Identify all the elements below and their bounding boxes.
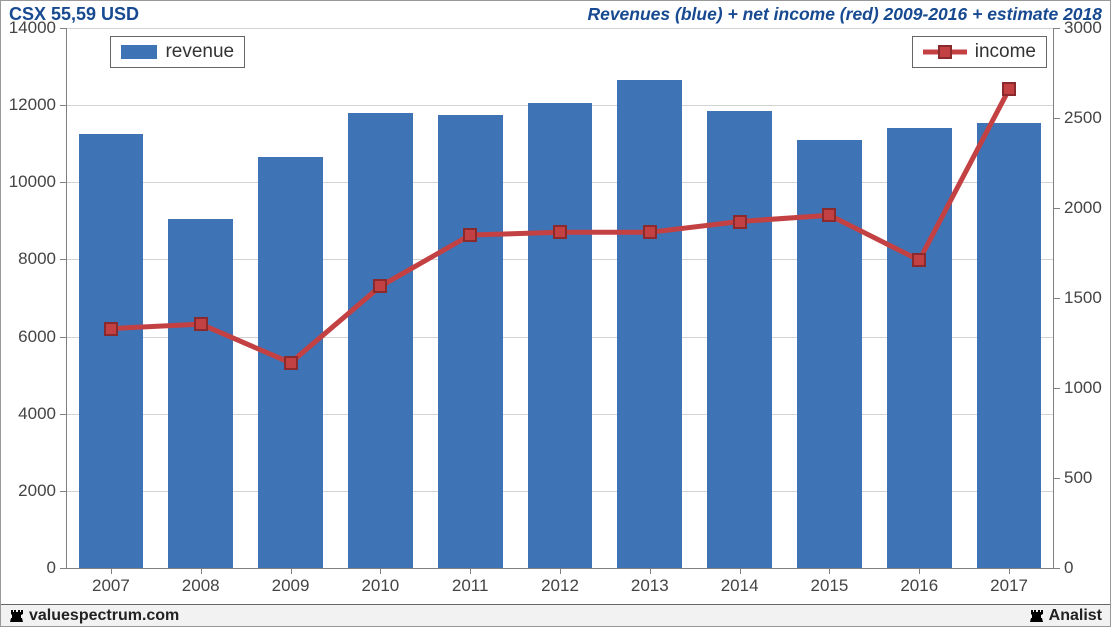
- header: CSX 55,59 USD Revenues (blue) + net inco…: [1, 1, 1110, 25]
- footer-right-text: Analist: [1049, 607, 1102, 625]
- footer-brand-right: Analist: [1029, 607, 1102, 625]
- rook-icon: [9, 608, 25, 624]
- y-right-label: 1500: [1064, 288, 1102, 308]
- y-right-label: 2000: [1064, 198, 1102, 218]
- plot-inner: 0200040006000800010000120001400005001000…: [66, 28, 1054, 568]
- bar: [797, 140, 862, 568]
- legend-label: income: [975, 41, 1036, 63]
- y-right-label: 3000: [1064, 18, 1102, 38]
- y-left-label: 10000: [1, 172, 56, 192]
- income-marker: [912, 253, 926, 267]
- x-label: 2009: [272, 576, 310, 596]
- tick-bottom: [560, 568, 561, 574]
- y-left-label: 8000: [1, 249, 56, 269]
- x-label: 2010: [361, 576, 399, 596]
- y-right-label: 2500: [1064, 108, 1102, 128]
- x-label: 2011: [452, 576, 489, 596]
- tick-right: [1054, 208, 1060, 209]
- x-label: 2013: [631, 576, 669, 596]
- tick-bottom: [919, 568, 920, 574]
- x-label: 2015: [811, 576, 849, 596]
- income-marker: [463, 228, 477, 242]
- axis-line-left: [66, 28, 67, 568]
- x-label: 2007: [92, 576, 130, 596]
- y-left-label: 12000: [1, 95, 56, 115]
- tick-right: [1054, 118, 1060, 119]
- tick-right: [1054, 388, 1060, 389]
- bar: [977, 123, 1042, 569]
- tick-bottom: [111, 568, 112, 574]
- header-right-subtitle: Revenues (blue) + net income (red) 2009-…: [587, 4, 1102, 25]
- bar: [168, 219, 233, 568]
- tick-bottom: [291, 568, 292, 574]
- axis-line-right: [1053, 28, 1054, 568]
- bar: [79, 134, 144, 568]
- grid-line: [66, 28, 1054, 29]
- income-marker: [822, 208, 836, 222]
- bar: [707, 111, 772, 568]
- y-left-label: 6000: [1, 327, 56, 347]
- income-marker: [284, 356, 298, 370]
- y-right-label: 1000: [1064, 378, 1102, 398]
- legend-label: revenue: [165, 41, 234, 63]
- chart-container: CSX 55,59 USD Revenues (blue) + net inco…: [0, 0, 1111, 627]
- y-right-label: 0: [1064, 558, 1073, 578]
- income-marker: [194, 317, 208, 331]
- tick-right: [1054, 478, 1060, 479]
- income-marker: [1002, 82, 1016, 96]
- x-label: 2017: [990, 576, 1028, 596]
- x-label: 2008: [182, 576, 220, 596]
- tick-bottom: [470, 568, 471, 574]
- tick-bottom: [650, 568, 651, 574]
- tick-right: [1054, 298, 1060, 299]
- income-marker: [373, 279, 387, 293]
- footer-brand-left: valuespectrum.com: [9, 607, 179, 625]
- income-marker: [104, 322, 118, 336]
- x-label: 2016: [900, 576, 938, 596]
- footer: valuespectrum.com Analist: [1, 604, 1110, 626]
- tick-left: [60, 568, 66, 569]
- x-label: 2014: [721, 576, 759, 596]
- legend-income: income: [912, 36, 1047, 68]
- bar: [438, 115, 503, 568]
- tick-right: [1054, 28, 1060, 29]
- tick-bottom: [1009, 568, 1010, 574]
- y-left-label: 2000: [1, 481, 56, 501]
- income-marker: [553, 225, 567, 239]
- y-left-label: 14000: [1, 18, 56, 38]
- bar: [528, 103, 593, 568]
- income-marker: [643, 225, 657, 239]
- tick-bottom: [829, 568, 830, 574]
- footer-left-text: valuespectrum.com: [29, 607, 179, 625]
- rook-icon: [1029, 608, 1045, 624]
- bar: [617, 80, 682, 568]
- tick-bottom: [201, 568, 202, 574]
- y-left-label: 0: [1, 558, 56, 578]
- legend-swatch-bar: [121, 45, 157, 59]
- legend-revenue: revenue: [110, 36, 245, 68]
- plot-area: 0200040006000800010000120001400005001000…: [66, 28, 1054, 568]
- income-marker: [733, 215, 747, 229]
- bar: [348, 113, 413, 568]
- y-left-label: 4000: [1, 404, 56, 424]
- bar: [887, 128, 952, 568]
- y-right-label: 500: [1064, 468, 1092, 488]
- tick-bottom: [380, 568, 381, 574]
- tick-right: [1054, 568, 1060, 569]
- x-label: 2012: [541, 576, 579, 596]
- legend-swatch-line: [923, 42, 967, 62]
- tick-bottom: [740, 568, 741, 574]
